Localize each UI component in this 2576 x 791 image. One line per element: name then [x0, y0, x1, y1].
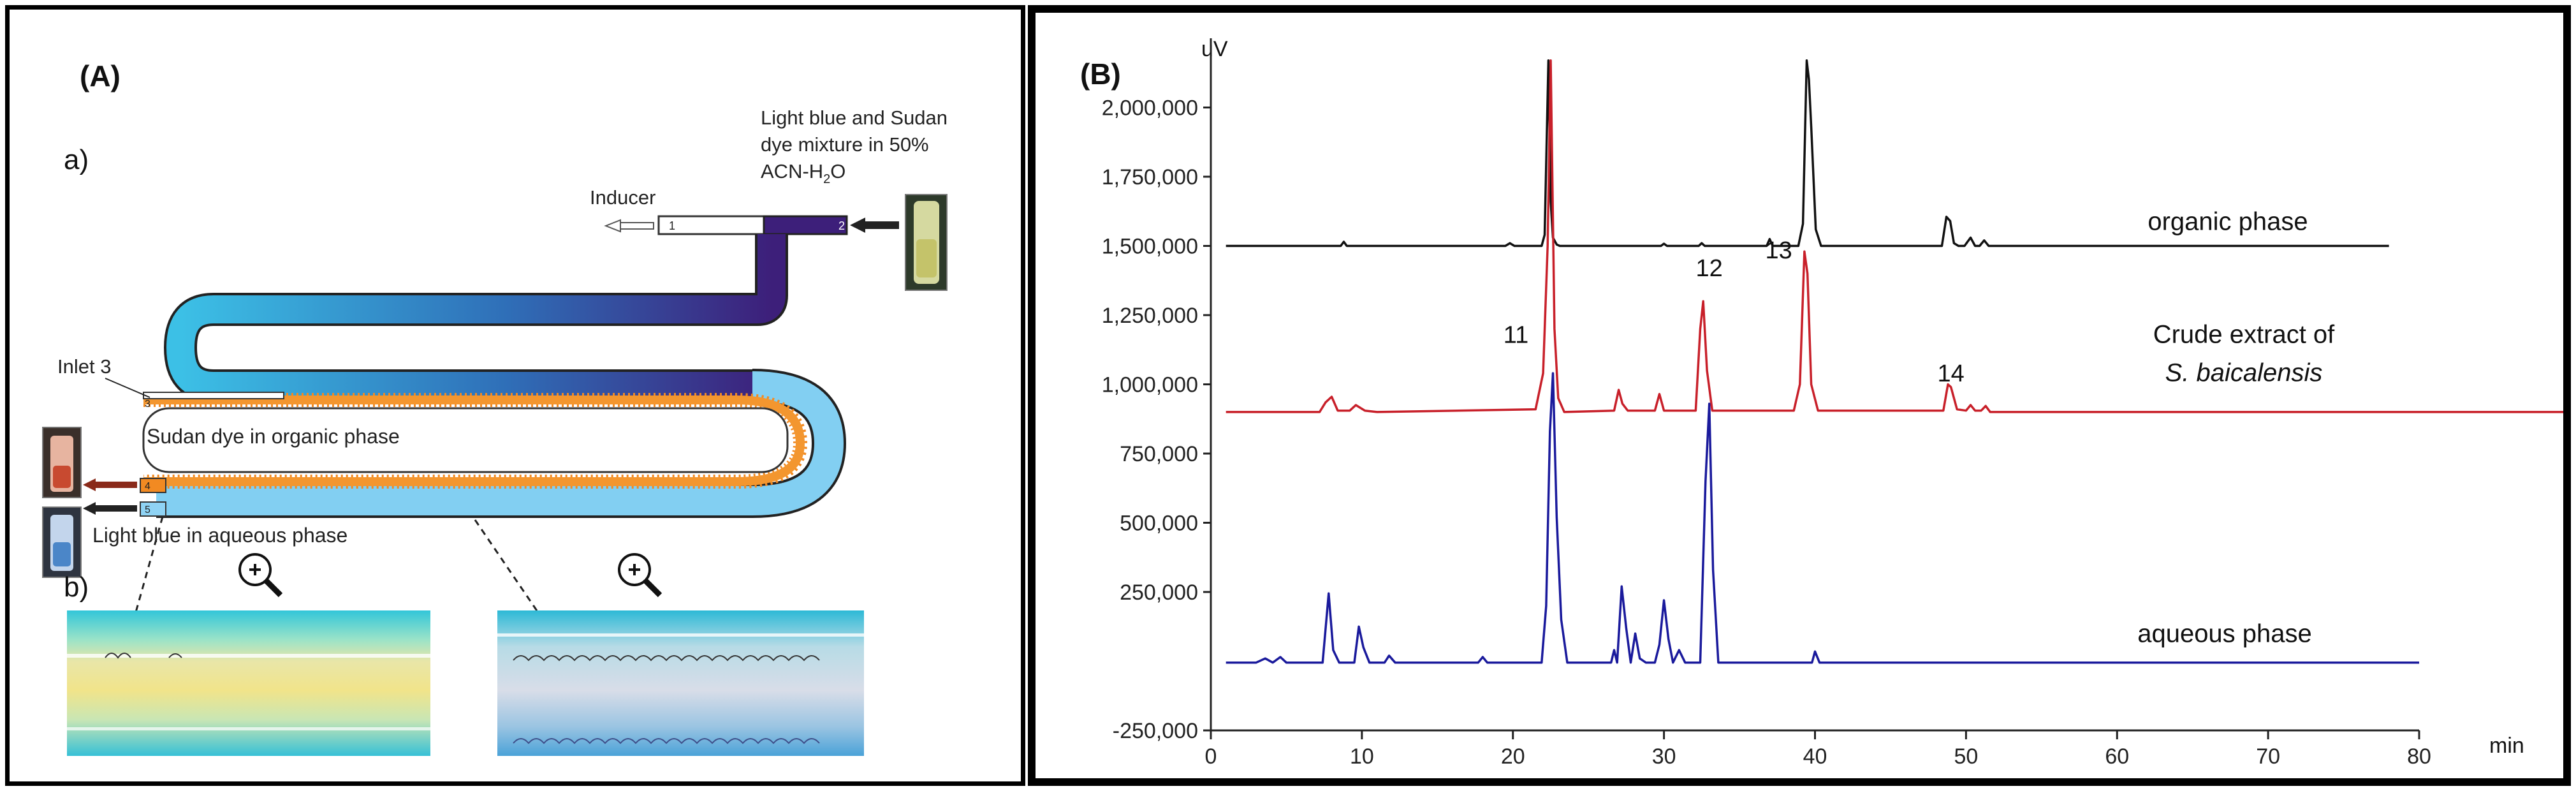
series-label-crude: Crude extract of [2153, 320, 2335, 348]
magnifier-icon [238, 553, 283, 598]
y-tick-label: -250,000 [1113, 719, 1198, 743]
x-tick-label: 0 [1205, 744, 1217, 769]
port-1: 1 [669, 219, 675, 232]
aqueous-outlet-arrow-icon [83, 502, 137, 515]
magnifier-icon [618, 553, 662, 598]
inducer-arrow-icon [604, 219, 654, 233]
y-tick-label: 1,750,000 [1102, 165, 1198, 189]
series-label-organic: organic phase [2148, 208, 2308, 236]
panel-b-label: (B) [1080, 57, 1121, 91]
y-tick-label: 1,500,000 [1102, 235, 1198, 259]
organic-vial-image [42, 427, 82, 498]
x-tick-label: 10 [1350, 744, 1374, 769]
inlet-3-label: Inlet 3 [57, 355, 111, 378]
y-tick-label: 1,000,000 [1102, 373, 1198, 397]
peak-label: 11 [1504, 322, 1528, 348]
x-tick-label: 40 [1803, 744, 1827, 769]
series-label-crude-species: S. baicalensis [2165, 359, 2323, 387]
peak-label: 14 [1938, 360, 1965, 387]
dye-channel [763, 215, 848, 235]
outlet-5-channel [140, 501, 166, 517]
panel-a: (A) a) Light blue and Sudan dye mixture … [5, 5, 1025, 786]
micrograph-right [497, 610, 864, 756]
series-label-aqueous: aqueous phase [2137, 620, 2312, 648]
outlet-4-channel [140, 478, 166, 493]
zoom-guide-left [110, 516, 164, 699]
dye-mixture-line2: dye mixture in 50% [761, 133, 929, 156]
x-tick-label: 70 [2256, 744, 2280, 769]
microfluidic-diagram: (A) a) Light blue and Sudan dye mixture … [42, 59, 948, 756]
organic-outlet-arrow-icon [83, 478, 137, 491]
y-axis-unit: uV [1201, 37, 1228, 61]
dye-inlet-arrow-icon [850, 218, 899, 233]
x-tick-label: 30 [1652, 744, 1676, 769]
chromatogram-chart: (B) uV min 0 10 20 30 40 50 60 70 80 -250,000 250,… [1080, 37, 2570, 769]
x-tick-label: 80 [2407, 744, 2431, 769]
x-tick-label: 20 [1501, 744, 1525, 769]
organic-phase-label: Sudan dye in organic phase [147, 425, 400, 448]
inducer-label: Inducer [590, 186, 655, 209]
peak-label: 13 [1766, 237, 1792, 264]
x-tick-label: 60 [2105, 744, 2129, 769]
x-tick-label: 50 [1954, 744, 1978, 769]
inducer-channel [657, 215, 765, 235]
peak-label: 12 [1696, 255, 1723, 282]
organic-phase-trace [1226, 59, 2389, 248]
sub-label-a: a) [64, 144, 89, 175]
y-tick-label: 1,250,000 [1102, 304, 1198, 328]
port-5: 5 [145, 505, 150, 515]
aqueous-phase-label: Light blue in aqueous phase [92, 524, 348, 547]
aqueous-vial-image [42, 506, 82, 578]
sub-label-b: b) [64, 572, 89, 603]
dye-mixture-line3: ACN-H2O [761, 160, 845, 186]
panel-b: (B) uV min 0 10 20 30 40 50 60 70 80 -250,000 250,… [1028, 5, 2571, 786]
port-4: 4 [145, 481, 150, 492]
x-axis-unit: min [2489, 734, 2524, 758]
port-2: 2 [838, 219, 845, 232]
y-tick-label: 250,000 [1120, 580, 1198, 605]
y-tick-label: 500,000 [1120, 512, 1198, 536]
dye-vial-image [905, 194, 948, 291]
port-3: 3 [145, 399, 150, 410]
aqueous-phase-trace [1226, 372, 2419, 664]
dye-mixture-line1: Light blue and Sudan [761, 107, 948, 129]
panel-a-label: (A) [80, 59, 121, 92]
y-tick-label: 2,000,000 [1102, 96, 1198, 121]
micrograph-left [67, 610, 430, 756]
crude-extract-trace [1226, 59, 2570, 413]
y-tick-label: 750,000 [1120, 442, 1198, 466]
